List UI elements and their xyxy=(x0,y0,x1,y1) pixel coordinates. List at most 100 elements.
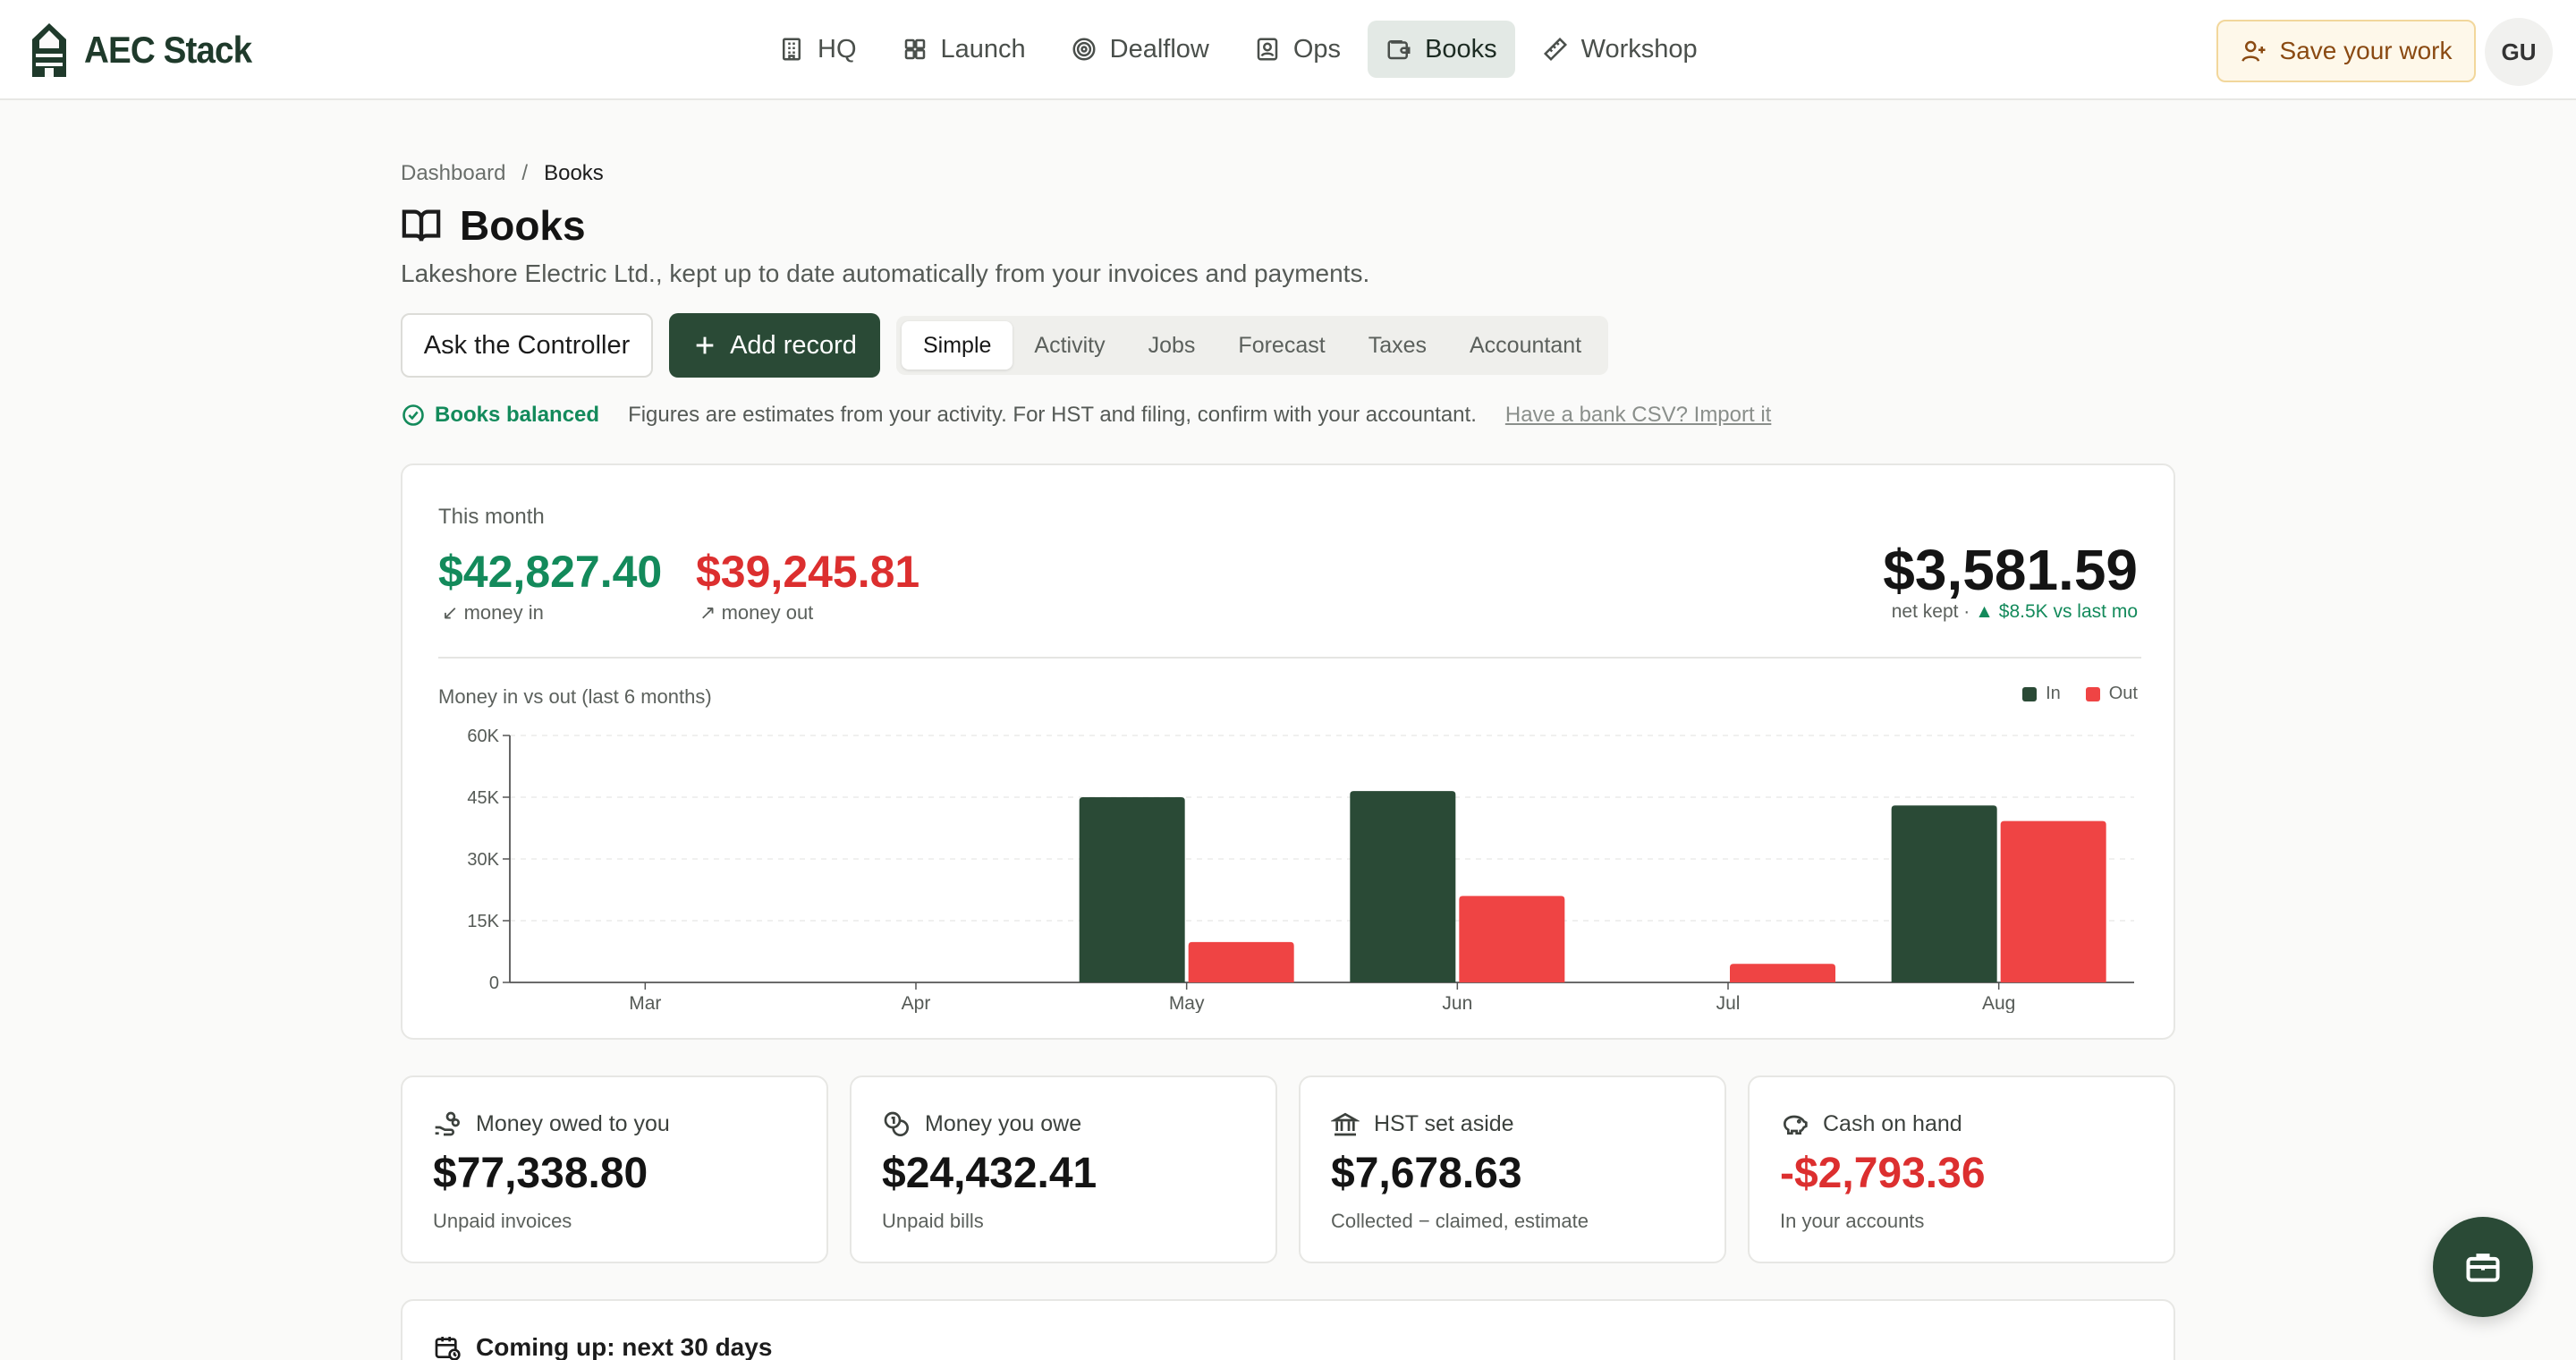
ruler-icon xyxy=(1543,37,1567,62)
breadcrumb: Dashboard / Books xyxy=(401,161,604,186)
tab-accountant[interactable]: Accountant xyxy=(1470,332,1582,358)
net-kept-caption: net kept · ▲ $8.5K vs last mo xyxy=(1892,601,2138,623)
check-circle-icon xyxy=(402,404,424,426)
estimate-note: Figures are estimates from your activity… xyxy=(628,403,1477,427)
money-in-label: money in xyxy=(463,601,544,624)
coming-up-header: Coming up: next 30 days xyxy=(433,1333,772,1360)
stat-card-hst-set-aside[interactable]: HST set aside $7,678.63 Collected − clai… xyxy=(1299,1075,1726,1263)
x-tick-label: Apr xyxy=(902,993,931,1013)
import-csv-link[interactable]: Have a bank CSV? Import it xyxy=(1504,403,1772,427)
bar-in-aug xyxy=(1891,805,1997,982)
legend-item-out: Out xyxy=(2085,684,2138,704)
add-record-button[interactable]: Add record xyxy=(669,313,880,378)
nav-item-launch[interactable]: Launch xyxy=(884,21,1044,78)
stat-note: Collected − claimed, estimate xyxy=(1331,1210,1589,1232)
books-balanced-label: Books balanced xyxy=(435,403,600,427)
user-plus-icon xyxy=(2241,40,2266,62)
nav-item-books[interactable]: Books xyxy=(1368,21,1515,78)
save-work-button[interactable]: Save your work xyxy=(2216,20,2476,82)
x-tick-label: Mar xyxy=(629,993,661,1013)
breadcrumb-dashboard[interactable]: Dashboard xyxy=(401,161,506,185)
stat-label: Money owed to you xyxy=(476,1110,670,1136)
top-navbar: AEC Stack HQ Launch Dealflow Ops Books W… xyxy=(0,0,2576,100)
chart-legend: In Out xyxy=(2022,684,2138,704)
save-work-label: Save your work xyxy=(2279,37,2453,64)
monthly-summary-card: This month $42,827.40 ↙ money in $39,245… xyxy=(401,463,2175,1040)
tab-jobs[interactable]: Jobs xyxy=(1148,332,1196,358)
tab-taxes[interactable]: Taxes xyxy=(1368,332,1427,358)
summary-divider xyxy=(438,657,2141,659)
nav-item-dealflow[interactable]: Dealflow xyxy=(1053,21,1227,78)
wallet-icon xyxy=(1387,40,1411,60)
stat-card-you-owe[interactable]: Money you owe $24,432.41 Unpaid bills xyxy=(850,1075,1277,1263)
stat-card-owed-to-you[interactable]: Money owed to you $77,338.80 Unpaid invo… xyxy=(401,1075,828,1263)
piggy-bank-icon xyxy=(1783,1115,1808,1135)
nav-label: Workshop xyxy=(1580,34,1698,64)
logo-icon xyxy=(32,23,66,77)
y-tick-label: 45K xyxy=(467,788,499,808)
view-tabs: Simple Activity Jobs Forecast Taxes Acco… xyxy=(896,316,1609,375)
user-avatar[interactable]: GU xyxy=(2485,18,2553,86)
stat-head: HST set aside xyxy=(1331,1109,1514,1138)
toolbox-fab-button[interactable] xyxy=(2433,1217,2533,1317)
tab-simple[interactable]: Simple xyxy=(902,321,1013,370)
app-name: AEC Stack xyxy=(84,29,252,71)
net-kept-value: $3,581.59 xyxy=(1883,538,2138,602)
hand-coins-icon xyxy=(435,1111,460,1136)
stat-value: $77,338.80 xyxy=(433,1150,648,1197)
legend-item-in: In xyxy=(2022,684,2061,704)
nav-label: Launch xyxy=(940,34,1026,64)
stat-label: Money you owe xyxy=(925,1110,1082,1136)
legend-label-in: In xyxy=(2046,684,2061,703)
x-tick-label: May xyxy=(1169,993,1205,1013)
books-balanced-badge: Books balanced xyxy=(401,403,599,428)
y-tick-label: 0 xyxy=(489,973,499,993)
y-tick-label: 60K xyxy=(467,727,499,746)
app-logo[interactable]: AEC Stack xyxy=(27,21,266,79)
coming-up-card: Coming up: next 30 days xyxy=(401,1299,2175,1360)
bar-out-aug xyxy=(2000,820,2106,982)
stat-note: Unpaid bills xyxy=(882,1210,984,1232)
arrow-up-right-icon: ↗ xyxy=(699,601,716,624)
tab-activity[interactable]: Activity xyxy=(1034,332,1106,358)
bar-out-jun xyxy=(1459,896,1565,982)
money-out-caption: ↗ money out xyxy=(699,601,813,625)
nav-label: Ops xyxy=(1292,34,1342,64)
stat-card-cash-on-hand[interactable]: Cash on hand -$2,793.36 In your accounts xyxy=(1748,1075,2175,1263)
tab-forecast[interactable]: Forecast xyxy=(1238,332,1326,358)
add-record-label: Add record xyxy=(730,330,857,360)
period-label: This month xyxy=(438,505,545,529)
nav-item-workshop[interactable]: Workshop xyxy=(1524,21,1716,78)
nav-item-ops[interactable]: Ops xyxy=(1236,21,1359,78)
grid-icon xyxy=(904,38,925,60)
legend-label-out: Out xyxy=(2108,684,2138,703)
building-icon xyxy=(783,38,801,61)
stat-label: Cash on hand xyxy=(1823,1110,1962,1136)
bar-out-jul xyxy=(1730,964,1835,982)
stat-head: Money you owe xyxy=(882,1109,1081,1138)
stat-label: HST set aside xyxy=(1374,1110,1514,1136)
nav-label: HQ xyxy=(818,34,857,64)
stat-head: Cash on hand xyxy=(1780,1109,1962,1138)
coming-up-title: Coming up: next 30 days xyxy=(476,1333,773,1360)
money-out-value: $39,245.81 xyxy=(696,547,920,597)
money-in-vs-out-chart: 0 15K 30K 45K 60K Mar Apr May Jun Jul Aug xyxy=(467,727,2134,1013)
nav-label: Dealflow xyxy=(1109,34,1209,64)
status-line: Books balanced Figures are estimates fro… xyxy=(401,401,1771,429)
legend-swatch-in xyxy=(2022,686,2038,701)
y-tick-label: 30K xyxy=(467,850,499,870)
legend-swatch-out xyxy=(2085,686,2100,701)
money-in-value: $42,827.40 xyxy=(438,547,663,597)
page-subtitle: Lakeshore Electric Ltd., kept up to date… xyxy=(401,259,1370,287)
nav-item-hq[interactable]: HQ xyxy=(760,21,875,78)
contact-icon xyxy=(1257,38,1278,61)
breadcrumb-separator: / xyxy=(521,161,529,185)
stat-value: $24,432.41 xyxy=(882,1150,1097,1197)
bar-out-may xyxy=(1188,941,1294,982)
book-open-icon xyxy=(402,209,441,242)
ask-controller-button[interactable]: Ask the Controller xyxy=(401,313,653,378)
net-delta: ▲ $8.5K vs last mo xyxy=(1975,601,2138,622)
stat-note: Unpaid invoices xyxy=(433,1210,572,1232)
stat-head: Money owed to you xyxy=(433,1109,670,1138)
stat-value: $7,678.63 xyxy=(1331,1150,1522,1197)
